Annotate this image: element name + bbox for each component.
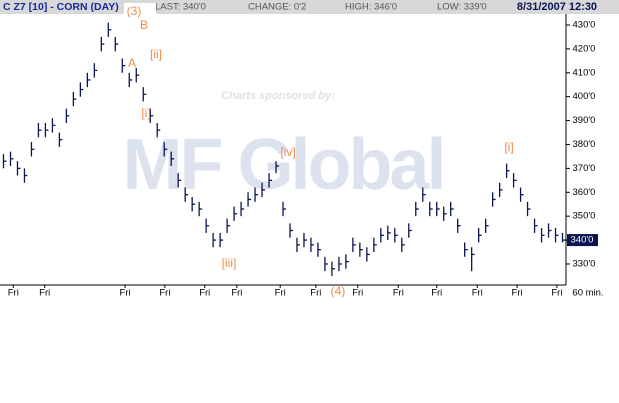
x-tick-label: Fri [8,288,19,299]
x-tick-label: Fri [275,288,286,299]
y-tick-label: 430'0 [573,20,596,31]
x-tick-label: Fri [512,288,523,299]
header-info: LAST: 340'0 [155,2,206,13]
x-tick-label: Fri [199,288,210,299]
annotation: [i] [504,140,513,154]
plot-area [0,14,566,285]
datetime: 8/31/2007 12:30 [517,1,597,13]
annotation: [iv] [280,145,295,159]
y-tick-label: 360'0 [573,187,596,198]
last-price-label: 340'0 [571,235,594,246]
y-tick-label: 410'0 [573,67,596,78]
x-tick-label: Fri [39,288,50,299]
last-price-box [567,234,598,247]
annotation: A [128,56,136,70]
header-info: CHANGE: 0'2 [248,2,306,13]
annotation: B [140,18,148,32]
y-tick-label: 350'0 [573,211,596,222]
annotation: [ii] [150,47,162,61]
x-tick-label: Fri [352,288,363,299]
annotation: (3) [127,4,142,18]
annotation-bg [124,3,156,19]
x-tick-label: Fri [551,288,562,299]
y-tick-label: 420'0 [573,43,596,54]
symbol: C Z7 [10] - CORN (DAY) [3,1,119,13]
y-tick-label: 330'0 [573,258,596,269]
header-info: HIGH: 346'0 [345,2,397,13]
x-tick-label: Fri [231,288,242,299]
header-info: LOW: 339'0 [437,2,487,13]
x-tick-label: Fri [472,288,483,299]
y-tick-label: 400'0 [573,91,596,102]
x-tick-label: Fri [393,288,404,299]
annotation: [i] [141,106,150,120]
annotation: [iii] [222,256,237,270]
x-tick-label: Fri [120,288,131,299]
x-tick-label: Fri [159,288,170,299]
x-axis-label: 60 min. [572,288,603,299]
y-tick-label: 390'0 [573,115,596,126]
watermark-text: Charts sponsored by: [221,90,335,102]
x-tick-label: Fri [431,288,442,299]
x-tick-label: Fri [310,288,321,299]
y-tick-label: 370'0 [573,163,596,174]
watermark-logo: MF Global [123,125,444,205]
annotation: (4) [331,284,346,298]
y-tick-label: 380'0 [573,139,596,150]
